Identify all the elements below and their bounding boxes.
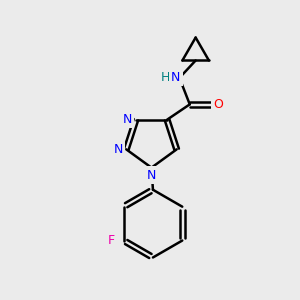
Text: O: O: [213, 98, 223, 111]
Text: N: N: [113, 143, 123, 156]
Text: H: H: [160, 71, 170, 84]
Text: N: N: [147, 169, 156, 182]
Text: N: N: [123, 113, 132, 126]
Text: N: N: [171, 71, 181, 84]
Text: F: F: [108, 234, 115, 247]
